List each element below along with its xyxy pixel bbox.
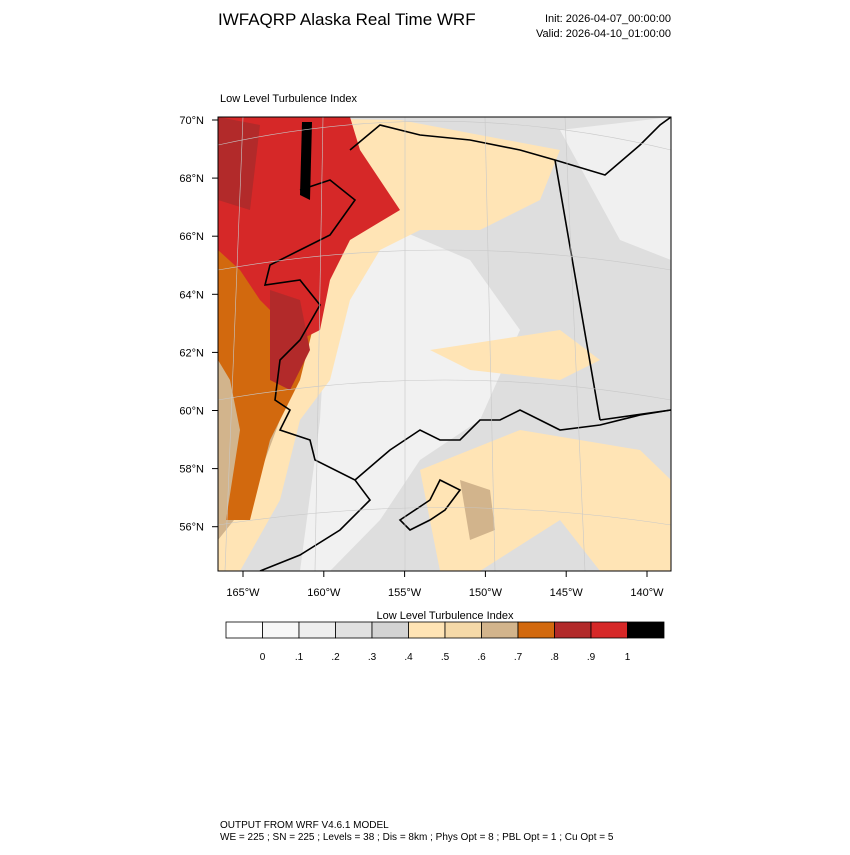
footer-line: WE = 225 ; SN = 225 ; Levels = 38 ; Dis … [220,832,614,843]
field-moderate [430,330,600,380]
graticule [218,117,671,571]
colorbar-box [371,621,409,639]
field-black [300,122,312,200]
colorbar-box [262,621,300,639]
colorbar: Low Level Turbulence Index 0 .1 .2 .3 .4 .5 .6… [225,610,665,663]
colorbar-box [554,621,592,639]
lon-label: 145°W [550,587,584,599]
colorbar-title: Low Level Turbulence Index [377,610,514,622]
lat-label: 68°N [179,173,204,185]
lon-label: 155°W [388,587,422,599]
lon-label: 140°W [630,587,664,599]
main-title: IWFAQRP Alaska Real Time WRF [218,10,476,29]
colorbar-label: .3 [368,652,377,663]
colorbar-label: .2 [331,652,340,663]
colorbar-box [335,621,373,639]
field-darkred [218,117,260,210]
lat-label: 64°N [179,289,204,301]
field-red [218,117,400,340]
colorbar-label: .6 [477,652,486,663]
lat-label: 66°N [179,231,204,243]
footer-line: OUTPUT FROM WRF V4.6.1 MODEL [220,820,389,831]
map-frame [217,116,672,572]
colorbar-label: 1 [625,652,631,663]
colorbar-label: .5 [441,652,450,663]
colorbar-label: .4 [404,652,413,663]
colorbar-box [408,621,446,639]
colorbar-label: .1 [295,652,304,663]
colorbar-box [590,621,628,639]
field-light [300,230,520,571]
init-time: Init: 2026-04-07_00:00:00 [545,13,671,25]
colorbar-box [627,621,665,639]
lon-label: 150°W [469,587,503,599]
field-tan [460,480,495,540]
map-title: Low Level Turbulence Index [220,93,357,105]
map-axes: 70°N 68°N 66°N 64°N 62°N 60°N 58°N 56°N 165°W 160… [179,115,664,599]
field-moderate [420,430,671,571]
colorbar-box [481,621,519,639]
lat-label: 58°N [179,464,204,476]
map [217,116,672,572]
lat-label: 56°N [179,522,204,534]
colorbar-label: .9 [587,652,596,663]
lat-label: 62°N [179,347,204,359]
valid-time: Valid: 2026-04-10_01:00:00 [536,28,671,40]
coastline [259,117,671,571]
lon-label: 165°W [226,587,260,599]
lon-label: 160°W [307,587,341,599]
lat-label: 70°N [179,115,204,127]
colorbar-label: .8 [550,652,559,663]
colorbar-label: .7 [514,652,523,663]
colorbar-label: 0 [260,652,266,663]
lat-label: 60°N [179,406,204,418]
colorbar-box [225,621,263,639]
colorbar-box [517,621,555,639]
colorbar-box [298,621,336,639]
colorbar-box [444,621,482,639]
field-light [560,117,671,260]
